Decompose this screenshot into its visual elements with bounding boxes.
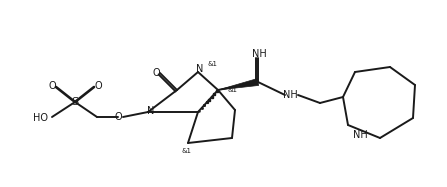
Text: NH: NH — [283, 90, 297, 100]
Text: HO: HO — [33, 113, 48, 123]
Text: &1: &1 — [207, 61, 217, 67]
Text: N: N — [196, 64, 204, 74]
Text: N: N — [148, 106, 155, 116]
Text: O: O — [152, 68, 160, 78]
Text: NH: NH — [252, 49, 266, 59]
Text: S: S — [72, 97, 79, 107]
Text: O: O — [48, 81, 56, 91]
Text: &1: &1 — [227, 87, 237, 93]
Text: O: O — [114, 112, 122, 122]
Text: &1: &1 — [181, 148, 191, 154]
Polygon shape — [218, 79, 259, 90]
Text: O: O — [94, 81, 102, 91]
Text: NH: NH — [353, 130, 367, 140]
